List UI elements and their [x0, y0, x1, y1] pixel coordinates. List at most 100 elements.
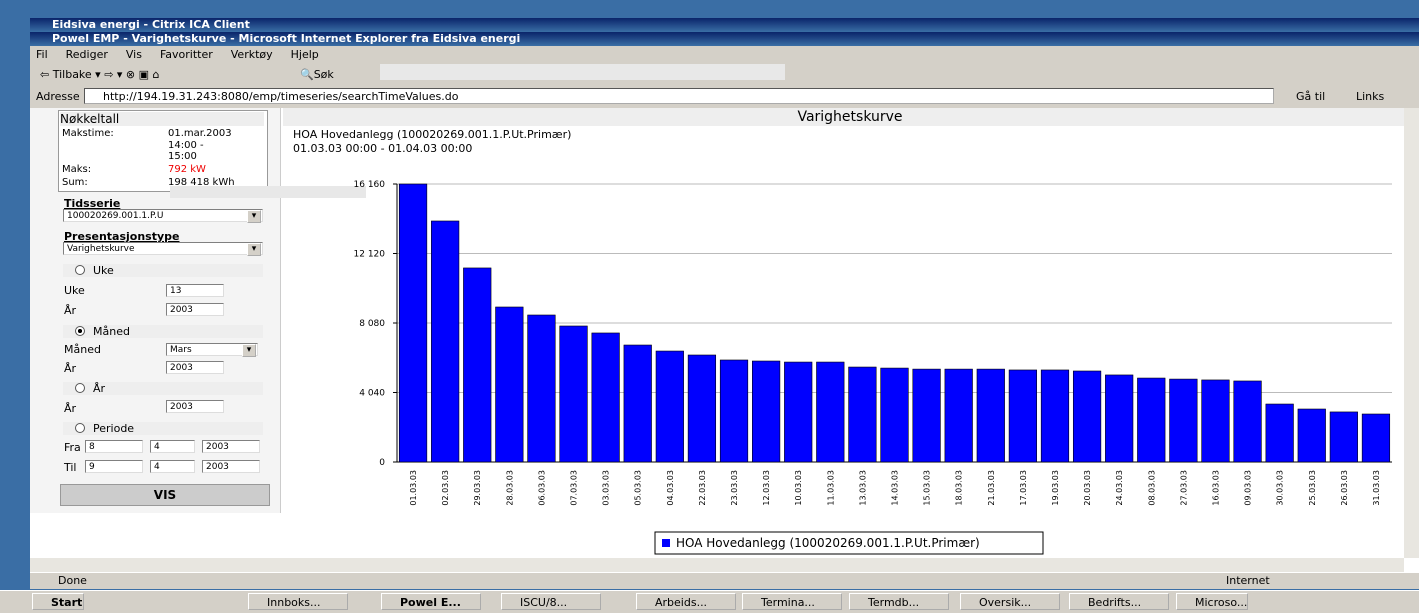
h-scrollbar[interactable]: [30, 558, 1404, 572]
y-tick-label: 0: [379, 458, 385, 468]
legend-label: HOA Hovedanlegg (100020269.001.1.P.Ut.Pr…: [676, 536, 980, 550]
menu-item[interactable]: Fil: [36, 48, 48, 61]
task-item[interactable]: Innboks...: [248, 593, 348, 610]
task-item[interactable]: Powel E...: [381, 593, 481, 610]
go-button[interactable]: Gå til: [1296, 90, 1326, 103]
bar: [880, 367, 909, 463]
menu-item[interactable]: Vis: [125, 48, 142, 61]
keyfigures-title: Nøkkeltall: [60, 112, 264, 126]
task-item[interactable]: Arbeids...: [636, 593, 736, 610]
legend-swatch: [662, 539, 670, 547]
x-tick-label: 02.03.03: [441, 470, 450, 506]
x-tick-label: 25.03.03: [1308, 470, 1317, 506]
year-input[interactable]: 2003: [166, 400, 224, 413]
kf-label: Sum:: [62, 177, 88, 188]
x-tick-label: 19.03.03: [1051, 470, 1060, 506]
to-month[interactable]: 4: [150, 460, 195, 473]
status-zone: Internet: [1226, 574, 1270, 587]
bar: [784, 361, 813, 463]
back-button[interactable]: ⇦ Tilbake ▾ ⇨ ▾ ⊗ ▣ ⌂: [40, 68, 160, 81]
start-button[interactable]: Start: [32, 593, 84, 610]
x-tick-label: 07.03.03: [570, 470, 579, 506]
week-input[interactable]: 13: [166, 284, 224, 297]
bar: [1233, 380, 1262, 463]
task-item[interactable]: Bedrifts...: [1069, 593, 1169, 610]
x-tick-label: 27.03.03: [1179, 470, 1188, 506]
form-label: Presentasjonstype: [64, 230, 180, 243]
x-tick-label: 16.03.03: [1211, 470, 1220, 506]
x-tick-label: 30.03.03: [1276, 470, 1285, 506]
bar: [495, 306, 524, 463]
menu-item[interactable]: Hjelp: [290, 48, 319, 61]
vis-button[interactable]: VIS: [60, 484, 270, 506]
legend-box: [654, 531, 1044, 555]
from-day[interactable]: 8: [85, 440, 143, 453]
x-tick-label: 28.03.03: [505, 470, 514, 506]
url: http://194.19.31.243:8080/emp/timeseries…: [103, 90, 459, 103]
status-text: Done: [58, 574, 87, 587]
menu-item[interactable]: Verktøy: [230, 48, 273, 61]
year-input[interactable]: 2003: [166, 303, 224, 316]
chart: Varighetskurve HOA Hovedanlegg (10002026…: [283, 108, 1404, 555]
task-item[interactable]: Termdb...: [849, 593, 949, 610]
form-label: År: [64, 304, 77, 317]
overlay: [380, 64, 785, 80]
x-tick-label: 12.03.03: [762, 470, 771, 506]
kf-value: 01.mar.2003: [168, 128, 232, 139]
chart-subtitle: HOA Hovedanlegg (100020269.001.1.P.Ut.Pr…: [293, 128, 571, 141]
kf-value: 14:00 -: [168, 140, 204, 151]
month-radio[interactable]: Måned: [63, 325, 263, 338]
address-bar[interactable]: http://194.19.31.243:8080/emp/timeseries…: [84, 88, 1274, 104]
period-radio[interactable]: Periode: [63, 422, 263, 435]
to-year[interactable]: 2003: [202, 460, 260, 473]
bar: [463, 267, 492, 463]
radio-label: År: [93, 382, 106, 395]
links[interactable]: Links: [1356, 90, 1385, 103]
from-month[interactable]: 4: [150, 440, 195, 453]
task-item[interactable]: ISCU/8...: [501, 593, 601, 610]
task-item[interactable]: Termina...: [742, 593, 842, 610]
kf-value: 792 kW: [168, 164, 206, 175]
x-tick-label: 03.03.03: [602, 470, 611, 506]
bar: [1201, 379, 1230, 463]
bar: [655, 350, 684, 463]
x-tick-label: 23.03.03: [730, 470, 739, 506]
form-label: År: [64, 362, 77, 375]
bar: [1072, 370, 1102, 463]
address-label: Adresse: [36, 90, 80, 103]
back-label: Tilbake: [52, 68, 92, 81]
form-label: Til: [64, 461, 77, 474]
bar: [1137, 377, 1166, 463]
v-scrollbar[interactable]: [1404, 108, 1419, 558]
bar: [976, 368, 1005, 463]
from-year[interactable]: 2003: [202, 440, 260, 453]
bar: [1361, 413, 1391, 463]
x-tick-label: 09.03.03: [1244, 470, 1253, 506]
x-tick-label: 13.03.03: [858, 470, 867, 506]
week-radio[interactable]: Uke: [63, 264, 263, 277]
kf-label: Maks:: [62, 164, 92, 175]
task-item[interactable]: Oversik...: [960, 593, 1060, 610]
chart-title-bar: [283, 108, 1404, 126]
bar: [848, 366, 877, 463]
y-tick-label: 8 080: [359, 319, 385, 329]
form-label: Tidsserie: [64, 197, 121, 210]
window-title: Powel EMP - Varighetskurve - Microsoft I…: [30, 32, 1419, 46]
series-select[interactable]: 100020269.001.1.P.U: [63, 209, 263, 223]
to-day[interactable]: 9: [85, 460, 143, 473]
x-tick-label: 31.03.03: [1372, 470, 1381, 506]
menu-item[interactable]: Rediger: [65, 48, 108, 61]
menu-item[interactable]: Favoritter: [159, 48, 213, 61]
month-select[interactable]: Mars: [166, 343, 258, 357]
x-tick-label: 20.03.03: [1083, 470, 1092, 506]
x-tick-label: 04.03.03: [666, 470, 675, 506]
bar: [527, 314, 556, 463]
year-radio[interactable]: År: [63, 382, 263, 395]
kf-value: 15:00: [168, 151, 197, 162]
year-input[interactable]: 2003: [166, 361, 224, 374]
x-tick-label: 29.03.03: [473, 470, 482, 506]
search-button[interactable]: 🔍Søk: [300, 68, 334, 81]
task-item[interactable]: Microso...: [1176, 593, 1248, 610]
type-select[interactable]: Varighetskurve: [63, 242, 263, 256]
